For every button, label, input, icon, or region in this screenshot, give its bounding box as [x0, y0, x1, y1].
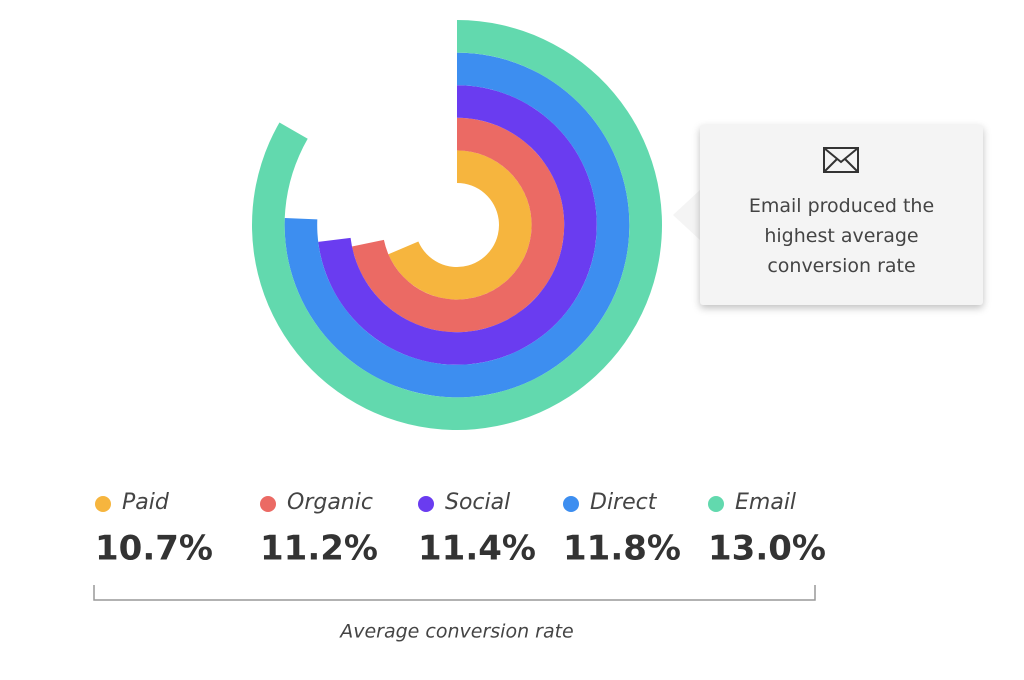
- tooltip-pointer: [673, 190, 700, 240]
- legend-dot: [708, 496, 724, 512]
- legend-dot: [563, 496, 579, 512]
- radial-bar: [388, 150, 532, 300]
- value-label: 10.7%: [95, 529, 213, 569]
- tooltip: Email produced the highest average conve…: [700, 125, 983, 305]
- annotation: Email produced the highest average conve…: [748, 195, 935, 277]
- value-label: 13.0%: [708, 529, 826, 569]
- legend-label: Paid: [122, 490, 170, 515]
- x-axis-label: Average conversion rate: [338, 621, 574, 643]
- bracket: [93, 585, 816, 601]
- legend-dot: [260, 496, 276, 512]
- legend-label: Direct: [590, 490, 658, 515]
- mail-icon: [823, 147, 859, 173]
- value-label: 11.4%: [418, 529, 536, 569]
- value-label: 11.8%: [563, 529, 681, 569]
- legend-label: Organic: [287, 490, 373, 515]
- legend-label: Social: [445, 490, 510, 515]
- legend-label: Email: [735, 490, 796, 515]
- radial-bar: [351, 117, 565, 333]
- value-label: 11.2%: [260, 529, 378, 569]
- legend-dot: [418, 496, 434, 512]
- legend-dot: [95, 496, 111, 512]
